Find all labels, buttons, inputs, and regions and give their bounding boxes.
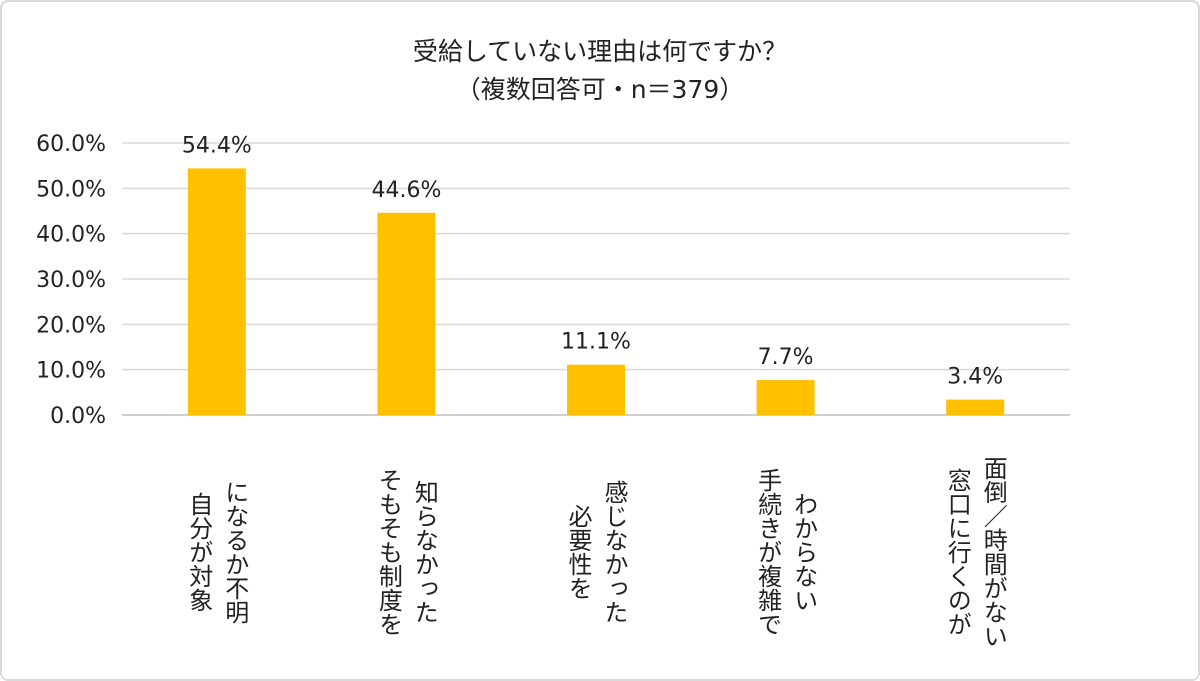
category-label-line: 窓口に行くのが bbox=[943, 468, 972, 636]
x-category-label: 必要性を 感じなかった bbox=[536, 432, 656, 672]
category-label-line: 感じなかった bbox=[600, 480, 628, 624]
x-category-label: 自分が対象 になるか不明 bbox=[157, 432, 277, 672]
data-label: 54.4% bbox=[182, 133, 252, 158]
y-tick-label: 60.0% bbox=[36, 132, 106, 157]
data-label: 7.7% bbox=[758, 345, 814, 370]
y-tick-label: 40.0% bbox=[36, 223, 106, 248]
y-tick-label: 0.0% bbox=[50, 404, 106, 429]
category-label-line: そもそも制度を bbox=[374, 468, 403, 636]
category-label-line: わからない bbox=[789, 492, 818, 612]
chart-title: 受給していない理由は何ですか？ bbox=[412, 37, 788, 66]
x-category-label: そもそも制度を 知らなかった bbox=[346, 432, 466, 672]
data-label: 3.4% bbox=[947, 365, 1003, 390]
category-label-line: 必要性を bbox=[564, 504, 592, 600]
bar bbox=[567, 364, 625, 415]
data-label: 44.6% bbox=[371, 178, 441, 203]
y-tick-label: 30.0% bbox=[36, 268, 106, 293]
x-category-label: 手続きが複雑で わからない bbox=[726, 432, 846, 672]
chart-subtitle: （複数回答可・n＝379） bbox=[455, 75, 745, 104]
bar bbox=[756, 380, 815, 415]
category-label-line: 自分が対象 bbox=[184, 492, 213, 612]
y-tick-label: 10.0% bbox=[36, 359, 106, 384]
category-label-line: 面倒／時間がない bbox=[979, 456, 1008, 648]
category-label-line: 手続きが複雑で bbox=[753, 468, 782, 636]
x-category-label: 窓口に行くのが 面倒／時間がない bbox=[915, 432, 1035, 672]
bar bbox=[377, 212, 436, 415]
bar bbox=[187, 168, 246, 415]
y-tick-label: 20.0% bbox=[36, 313, 106, 338]
data-label: 11.1% bbox=[561, 330, 631, 355]
bar bbox=[946, 399, 1005, 415]
y-tick-label: 50.0% bbox=[36, 177, 106, 202]
category-label-line: 知らなかった bbox=[410, 480, 439, 624]
category-label-line: になるか不明 bbox=[220, 480, 249, 624]
